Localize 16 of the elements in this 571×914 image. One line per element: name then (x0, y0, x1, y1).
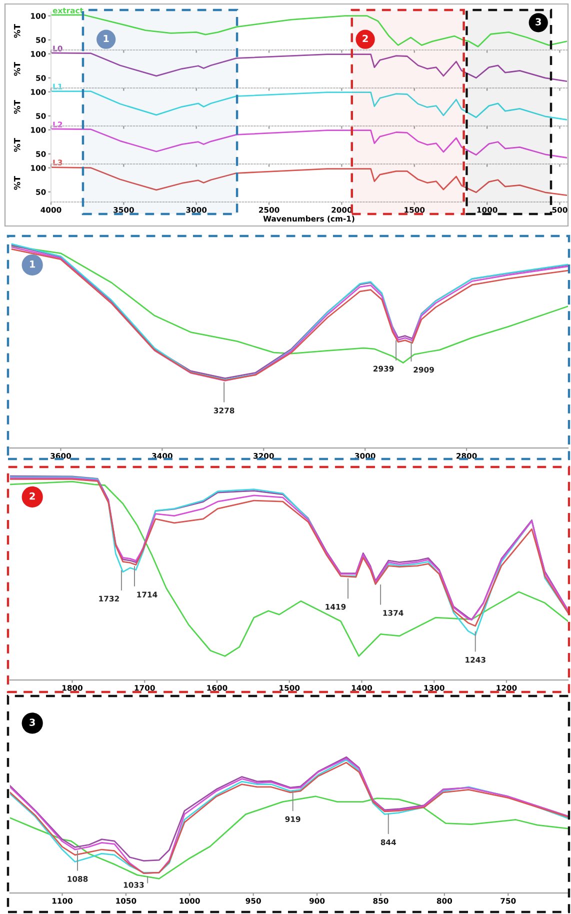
line-series (51, 90, 567, 120)
band-label: 2 (362, 34, 368, 42)
band-label: 1 (104, 34, 109, 42)
text: 3 (30, 718, 35, 726)
y-axis-title: %T (14, 138, 20, 152)
line-series (51, 52, 567, 82)
band-label: 3 (536, 18, 541, 26)
line-series (51, 128, 567, 158)
annotation: 2 (30, 492, 35, 500)
y-axis-title: %T (14, 62, 20, 76)
y-axis-title: %T (14, 24, 20, 38)
annotation: 1 (30, 260, 36, 268)
line-series (51, 166, 567, 196)
line-series (51, 14, 567, 48)
y-axis-title: %T (14, 176, 20, 190)
y-axis-title: %T (14, 100, 20, 114)
